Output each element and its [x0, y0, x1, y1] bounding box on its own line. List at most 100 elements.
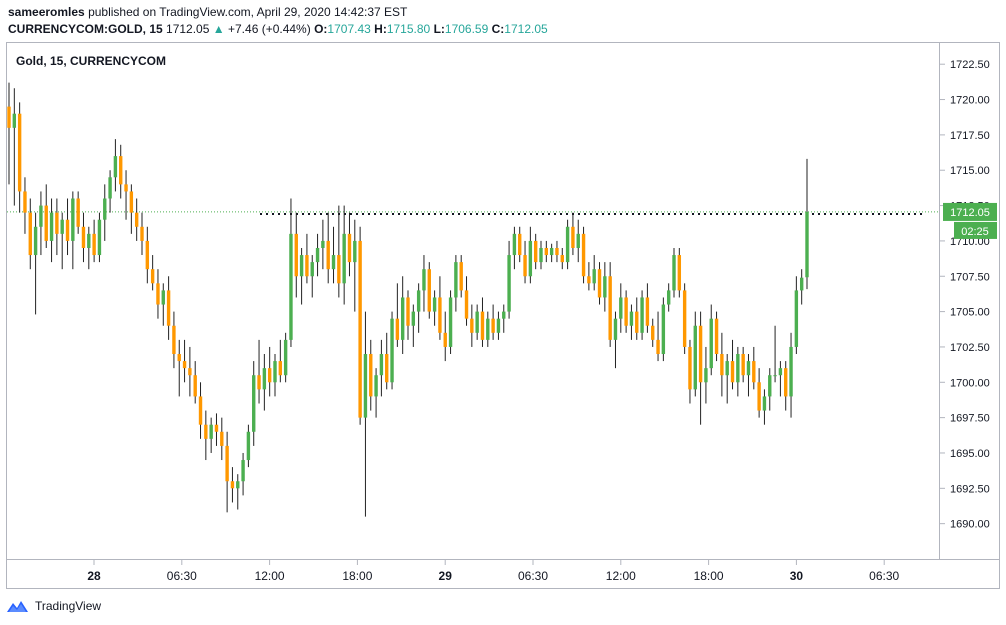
candle-body: [236, 481, 240, 489]
candle: [608, 262, 612, 347]
candle-body: [342, 233, 346, 284]
candle: [134, 198, 139, 241]
candle: [257, 339, 261, 404]
candle: [140, 212, 144, 256]
candle-body: [746, 361, 751, 376]
candle: [342, 205, 346, 305]
candle-body: [528, 240, 533, 277]
candle-body: [283, 339, 288, 376]
author-name[interactable]: sameeromles: [8, 5, 85, 19]
price-axis[interactable]: [939, 42, 1000, 560]
candle-body: [592, 269, 596, 284]
candle-body: [768, 375, 772, 397]
candle-body: [613, 318, 618, 340]
candle-body: [97, 219, 102, 256]
candle-body: [480, 311, 485, 340]
x-tick-labels: 28 06:30 12:00 18:00 29 06:30 12:00 18:00 30 06:3…: [87, 560, 900, 583]
candle: [103, 184, 107, 241]
candle-body: [326, 240, 330, 270]
candle-body: [156, 283, 160, 305]
tradingview-logo-icon[interactable]: [6, 597, 32, 615]
candle: [518, 226, 522, 263]
close-label: C:: [491, 22, 505, 36]
candle: [294, 212, 298, 298]
x-tick-label: 12:00: [255, 569, 285, 583]
candle-body: [337, 255, 341, 284]
candle: [273, 354, 277, 397]
candle-body: [315, 247, 320, 263]
candle: [666, 283, 671, 312]
candle-body: [257, 375, 261, 390]
candle-body: [629, 311, 634, 326]
y-tick-label: 1700.00: [950, 377, 990, 389]
candle-body: [241, 460, 245, 482]
candle: [714, 311, 719, 362]
y-tick-label: 1707.50: [950, 271, 990, 283]
y-tick-labels: 1722.501720.001717.501715.001712.501710.…: [940, 59, 990, 531]
candle: [49, 198, 54, 263]
candle-body: [289, 233, 293, 340]
plot-area[interactable]: [6, 42, 940, 560]
x-tick-label: 06:30: [869, 569, 899, 583]
candle: [512, 226, 517, 270]
candle: [379, 339, 384, 397]
candle: [502, 304, 506, 333]
candle: [7, 82, 11, 185]
candle: [156, 269, 160, 319]
candle: [773, 325, 777, 383]
candle-body: [486, 318, 490, 340]
candle-body: [267, 368, 272, 383]
y-tick-label: 1702.50: [950, 342, 990, 354]
candle-body: [624, 297, 628, 326]
candle-body: [76, 198, 80, 227]
candle: [741, 346, 745, 383]
candles: [7, 82, 809, 517]
candle-body: [757, 382, 761, 411]
candle: [789, 332, 793, 418]
candle-body: [369, 354, 373, 397]
candle-body: [656, 339, 660, 355]
candle-body: [619, 297, 623, 319]
x-tick-label: 30: [790, 569, 804, 583]
candle: [337, 205, 341, 298]
candle: [166, 276, 171, 340]
candle-body: [603, 276, 607, 298]
current-price-tag: 1712.05 02:25: [943, 202, 997, 239]
tradingview-brand[interactable]: TradingView: [35, 599, 102, 613]
time-axis[interactable]: [6, 559, 1000, 589]
candle-body: [544, 247, 549, 256]
candle-body: [299, 255, 304, 277]
candle: [651, 318, 655, 347]
candle: [768, 368, 772, 411]
candle-body: [220, 431, 224, 446]
candle: [619, 283, 623, 333]
candle-body: [677, 255, 682, 291]
low-value: 1706.59: [444, 22, 489, 36]
x-tick-label: 06:30: [167, 569, 197, 583]
candle-body: [23, 191, 27, 213]
candle: [76, 191, 80, 234]
candle: [581, 226, 586, 284]
candle-body: [651, 325, 655, 340]
candle-body: [459, 262, 463, 291]
candle: [363, 311, 368, 517]
candle-body: [672, 255, 676, 291]
candle-body: [246, 431, 251, 461]
candle-body: [7, 106, 11, 128]
candle: [805, 158, 809, 290]
candle: [624, 290, 628, 333]
candle-body: [698, 325, 703, 383]
candle-body: [305, 255, 309, 277]
candle: [799, 269, 804, 305]
candle: [55, 198, 59, 256]
candle: [17, 102, 22, 213]
candle-body: [640, 297, 644, 333]
candle: [411, 304, 416, 347]
candle: [698, 311, 703, 425]
candle: [555, 240, 559, 263]
candle: [443, 311, 447, 362]
candle: [784, 361, 788, 411]
candle: [459, 255, 463, 298]
candle-body: [752, 361, 756, 383]
